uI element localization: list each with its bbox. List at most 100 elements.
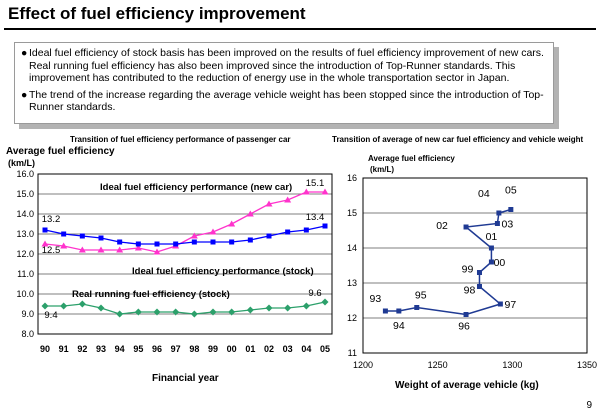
chart1-point bbox=[284, 196, 292, 203]
chart1-series-line-0 bbox=[44, 191, 325, 253]
chart1-point bbox=[246, 306, 254, 314]
chart1-point bbox=[97, 304, 105, 312]
chart2-ytick-label: 12 bbox=[347, 313, 357, 323]
chart2-point-label: 96 bbox=[458, 321, 470, 333]
chart1-ytick-label: 10.0 bbox=[16, 289, 34, 299]
chart2-point bbox=[463, 312, 469, 317]
chart2-point bbox=[476, 284, 482, 289]
chart1-ytick-label: 12.0 bbox=[16, 249, 34, 259]
chart1-point bbox=[41, 240, 49, 247]
chart1-point bbox=[79, 233, 85, 239]
chart1-point bbox=[209, 228, 217, 235]
chart1-ytick-label: 15.0 bbox=[16, 189, 34, 199]
chart1-xtick-label: 00 bbox=[227, 344, 237, 354]
chart1-ytick-label: 14.0 bbox=[16, 209, 34, 219]
page-number: 9 bbox=[586, 400, 592, 411]
chart2-point-label: 05 bbox=[505, 185, 517, 197]
chart2-yunit: (km/L) bbox=[370, 165, 394, 174]
chart1-point bbox=[153, 308, 161, 316]
chart2-point-label: 94 bbox=[393, 320, 405, 332]
chart1-point bbox=[228, 308, 236, 316]
chart1-point bbox=[302, 188, 310, 195]
chart1-ylabel: Average fuel efficiency bbox=[6, 146, 115, 157]
chart1-point bbox=[116, 246, 124, 253]
chart2-ylabel: Average fuel efficiency bbox=[368, 154, 455, 163]
chart1-xlabel: Financial year bbox=[152, 373, 219, 384]
chart1-point bbox=[303, 227, 309, 233]
chart1-point bbox=[135, 241, 141, 247]
chart1-point bbox=[172, 308, 180, 316]
chart1-point bbox=[41, 302, 49, 310]
chart2-point bbox=[476, 270, 482, 275]
chart1-point bbox=[60, 302, 68, 310]
chart2-point-label: 98 bbox=[464, 285, 476, 297]
chart2-xtick-label: 1250 bbox=[428, 360, 448, 370]
chart1-xtick-label: 90 bbox=[40, 344, 50, 354]
chart1-value-label: 15.1 bbox=[306, 178, 325, 189]
chart2-point bbox=[463, 224, 469, 230]
chart1-xtick-label: 94 bbox=[115, 344, 125, 354]
chart2-ytick-label: 13 bbox=[347, 278, 357, 288]
bullet-icon: ● bbox=[21, 47, 28, 59]
chart1-xtick-label: 98 bbox=[189, 344, 199, 354]
chart1-xtick-label: 95 bbox=[133, 344, 143, 354]
chart1-point bbox=[302, 302, 310, 310]
chart1-point bbox=[190, 310, 198, 318]
chart1-point bbox=[116, 310, 124, 318]
chart2-point-label: 97 bbox=[505, 299, 517, 311]
chart2-point bbox=[382, 308, 388, 314]
chart1-point bbox=[42, 227, 48, 233]
chart2-ytick-label: 14 bbox=[347, 243, 357, 253]
chart1-point bbox=[97, 246, 105, 253]
chart1-value-label: 9.4 bbox=[44, 310, 57, 321]
chart1-ytick-label: 8.0 bbox=[21, 329, 34, 339]
chart2-point bbox=[488, 245, 494, 251]
chart1-value-label: 13.4 bbox=[306, 212, 325, 223]
chart2-point-label: 02 bbox=[436, 220, 448, 232]
chart2-point-label: 00 bbox=[494, 257, 506, 269]
chart2-xtick-label: 1200 bbox=[353, 360, 373, 370]
chart1-value-label: 13.2 bbox=[42, 214, 61, 225]
chart1-series-label: Ideal fuel efficiency performance (new c… bbox=[100, 182, 292, 193]
chart1-ytick-label: 9.0 bbox=[21, 309, 34, 319]
chart1-point bbox=[134, 244, 142, 251]
chart1-xtick-label: 91 bbox=[59, 344, 69, 354]
chart1-point bbox=[285, 229, 291, 235]
chart1-series-label: Real running fuel efficiency (stock) bbox=[72, 289, 230, 300]
chart1-point bbox=[209, 308, 217, 316]
bullet-2-text: The trend of the increase regarding the … bbox=[29, 88, 544, 114]
chart1-point bbox=[153, 248, 161, 255]
chart2-point bbox=[508, 207, 514, 212]
chart1-point bbox=[246, 210, 254, 217]
bullet-icon: ● bbox=[21, 88, 28, 101]
chart2-point-label: 01 bbox=[486, 231, 498, 243]
chart1-point bbox=[229, 239, 235, 245]
chart1-series-label: Ideal fuel efficiency performance (stock… bbox=[132, 266, 314, 277]
chart1-ytick-label: 16.0 bbox=[16, 169, 34, 179]
chart2-point bbox=[414, 305, 420, 310]
chart1-point bbox=[190, 232, 198, 239]
chart1-point bbox=[247, 237, 253, 243]
chart1-point bbox=[154, 241, 160, 247]
title-underline bbox=[4, 28, 596, 30]
chart2-ytick-label: 16 bbox=[347, 173, 357, 183]
chart1-point bbox=[266, 233, 272, 239]
page-title: Effect of fuel efficiency improvement bbox=[8, 4, 306, 23]
chart1-point bbox=[210, 239, 216, 245]
chart1-xtick-label: 99 bbox=[208, 344, 218, 354]
chart1-ytick-label: 13.0 bbox=[16, 229, 34, 239]
chart1-point bbox=[61, 231, 67, 237]
chart2-point-label: 03 bbox=[502, 219, 514, 231]
chart2-title: Transition of average of new car fuel ef… bbox=[332, 135, 584, 144]
chart1-series-line-2 bbox=[45, 301, 326, 315]
chart2-point bbox=[494, 221, 500, 226]
chart1-point bbox=[173, 241, 179, 247]
chart1-point bbox=[228, 220, 236, 227]
chart2-ytick-label: 11 bbox=[348, 348, 357, 358]
summary-box: ● Ideal fuel efficiency of stock basis ha… bbox=[14, 42, 554, 124]
chart2-xlabel: Weight of average vehicle (kg) bbox=[395, 380, 539, 391]
chart2-point bbox=[488, 259, 494, 265]
chart1-value-label: 12.5 bbox=[42, 245, 61, 256]
chart1-point bbox=[78, 246, 86, 253]
chart2-plot-area bbox=[362, 177, 588, 354]
